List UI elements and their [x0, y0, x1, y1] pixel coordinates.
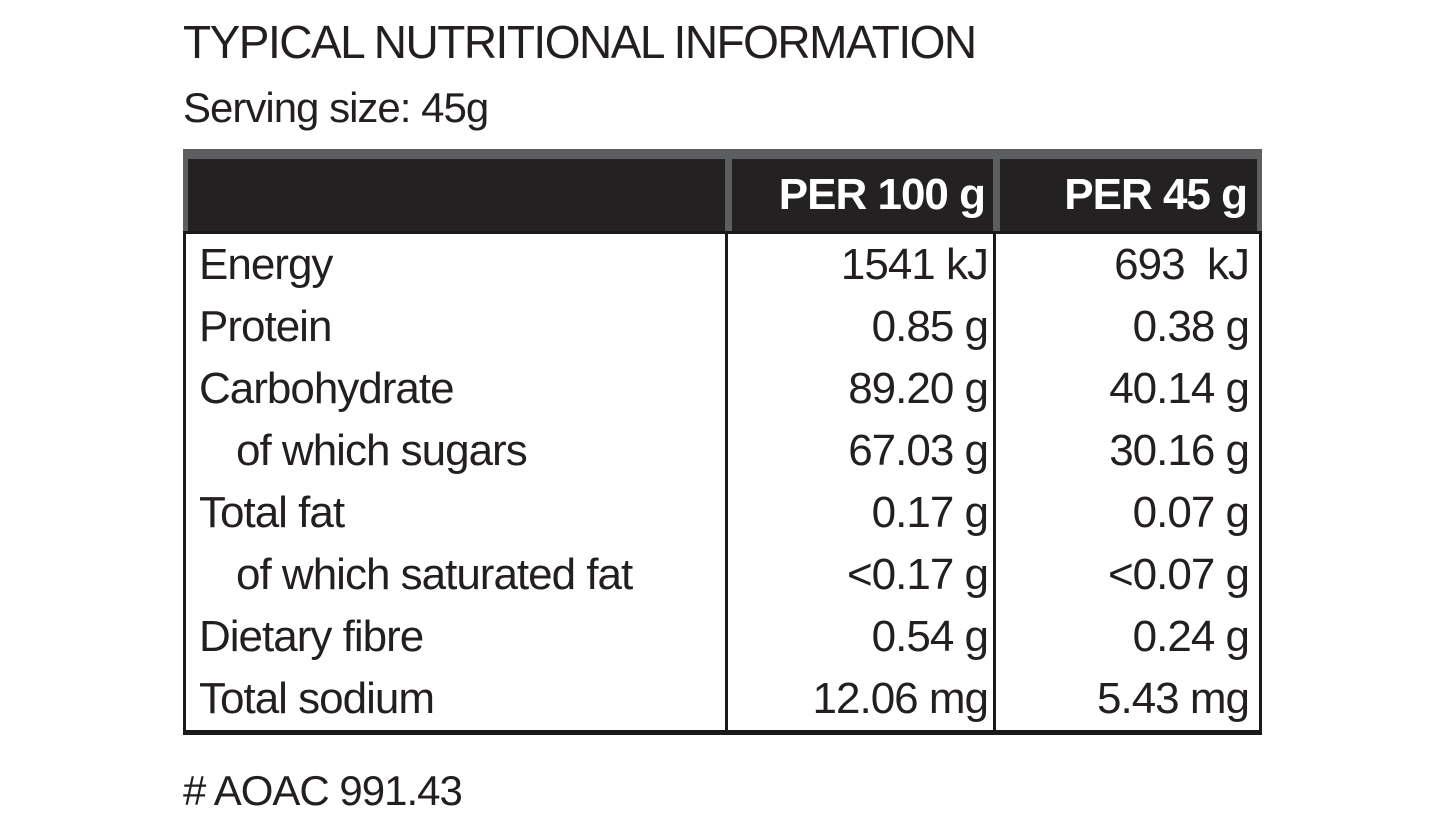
row-value-per-100g: 0.54 g: [725, 606, 993, 668]
row-label: Carbohydrate: [199, 364, 455, 413]
serving-size-label: Serving size: 45g: [183, 84, 489, 131]
row-value-per-45g: <0.07 g: [993, 544, 1259, 606]
row-value-per-45g: 0.38 g: [993, 296, 1259, 358]
table-row: of which saturated fat <0.17 g <0.07 g: [186, 544, 1259, 606]
table-row: Energy 1541 kJ 693 kJ: [186, 234, 1259, 296]
row-label: Energy: [199, 240, 333, 289]
row-value-per-45g: 0.07 g: [993, 482, 1259, 544]
table-body: Energy 1541 kJ 693 kJ Protein 0.85 g 0.3…: [183, 231, 1262, 735]
row-value-per-100g: 0.17 g: [725, 482, 993, 544]
table-row: Carbohydrate 89.20 g 40.14 g: [186, 358, 1259, 420]
table-row: Total fat 0.17 g 0.07 g: [186, 482, 1259, 544]
aoac-method-footnote: # AOAC 991.43: [183, 767, 463, 814]
column-header-per-45g: PER 45 g: [993, 159, 1257, 231]
nutrition-table: PER 100 g PER 45 g Energy 1541 kJ 693 kJ…: [183, 149, 1262, 735]
nutrition-label: TYPICAL NUTRITIONAL INFORMATION Serving …: [183, 0, 1262, 815]
row-value-per-45g: 40.14 g: [993, 358, 1259, 420]
row-value-per-100g: 0.85 g: [725, 296, 993, 358]
row-label: Dietary fibre: [199, 612, 424, 661]
page-title: TYPICAL NUTRITIONAL INFORMATION: [183, 16, 977, 68]
table-header-row: PER 100 g PER 45 g: [183, 149, 1262, 231]
row-label: of which sugars: [236, 426, 528, 475]
row-label: Total sodium: [199, 674, 435, 723]
table-row: Protein 0.85 g 0.38 g: [186, 296, 1259, 358]
column-header-nutrient: [188, 159, 725, 231]
row-value-per-100g: 1541 kJ: [725, 234, 993, 296]
table-row: of which sugars 67.03 g 30.16 g: [186, 420, 1259, 482]
row-value-per-100g: <0.17 g: [725, 544, 993, 606]
row-value-per-45g: 30.16 g: [993, 420, 1259, 482]
row-label: of which saturated fat: [236, 550, 633, 599]
row-value-per-100g: 12.06 mg: [725, 668, 993, 730]
table-row: Total sodium 12.06 mg 5.43 mg: [186, 668, 1259, 730]
row-value-per-45g: 0.24 g: [993, 606, 1259, 668]
row-value-per-45g: 5.43 mg: [993, 668, 1259, 730]
row-label: Protein: [199, 302, 332, 351]
row-value-per-45g: 693 kJ: [993, 234, 1259, 296]
row-label: Total fat: [199, 488, 345, 537]
column-header-per-100g: PER 100 g: [725, 159, 993, 231]
row-value-per-100g: 67.03 g: [725, 420, 993, 482]
row-value-per-100g: 89.20 g: [725, 358, 993, 420]
table-row: Dietary fibre 0.54 g 0.24 g: [186, 606, 1259, 668]
